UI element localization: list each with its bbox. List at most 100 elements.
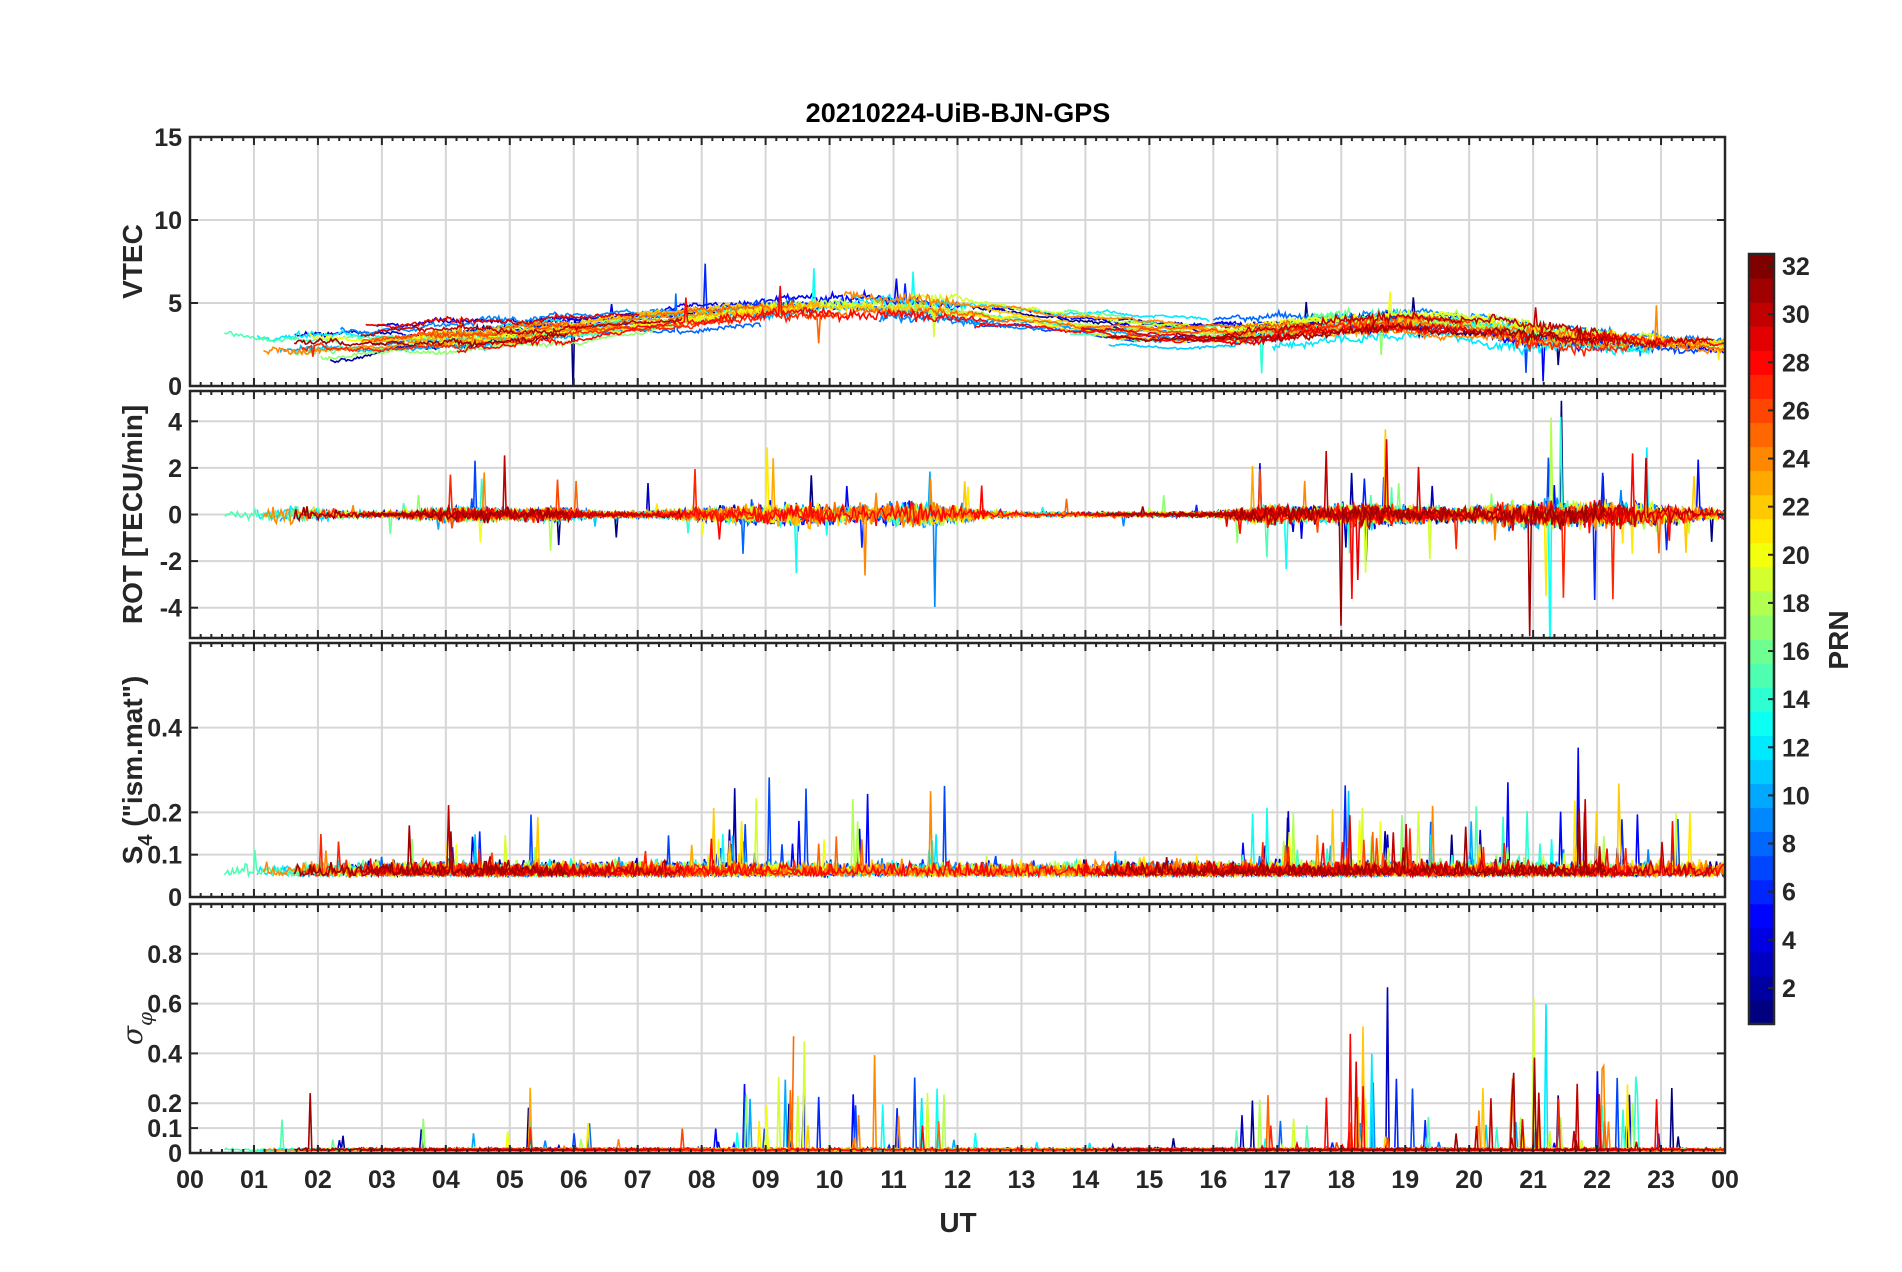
colorbar-segment [1749, 711, 1774, 736]
colorbar-tick-label: 2 [1782, 975, 1796, 1003]
y-axis-label: σφ [116, 1012, 157, 1045]
colorbar-segment [1749, 663, 1774, 688]
panel-rot: -4 -2 0 2 4 ROT [TECU/min] [117, 389, 1727, 640]
colorbar-tick-label: 30 [1782, 301, 1810, 329]
series-line-prn-31 [293, 506, 569, 524]
series-line-prn-29 [365, 312, 640, 330]
series-line-prn-21 [953, 486, 1247, 524]
colorbar-label: PRN [1823, 610, 1854, 669]
x-tick-label: 03 [368, 1166, 396, 1194]
series-line-prn-10 [279, 1079, 806, 1152]
series-line-prn-24 [843, 290, 1218, 332]
y-tick-label: 0 [168, 884, 182, 912]
chart-title: 20210224-UiB-BJN-GPS [806, 98, 1111, 128]
series-line-prn-19 [370, 1041, 818, 1152]
series-line-prn-26 [373, 317, 733, 343]
series-line-prn-28 [457, 1125, 989, 1152]
series-line-prn-14 [373, 478, 736, 534]
series-line-prn-29 [1081, 1061, 1635, 1152]
x-tick-label: 02 [304, 1166, 332, 1194]
x-tick-label: 05 [496, 1166, 524, 1194]
series-line-prn-7 [1346, 1077, 1706, 1152]
colorbar-segment [1749, 326, 1774, 351]
series-line-prn-3 [1161, 987, 1484, 1152]
x-tick-label: 19 [1391, 1166, 1419, 1194]
y-tick-label: 0.4 [147, 715, 182, 743]
series-line-prn-31 [1105, 321, 1605, 345]
y-tick-label: 5 [168, 290, 182, 318]
series-line-prn-28 [974, 1033, 1450, 1152]
colorbar-segment [1749, 374, 1774, 399]
y-tick-label: 0 [168, 1140, 182, 1168]
x-tick-label: 14 [1072, 1166, 1100, 1194]
colorbar-segment [1749, 278, 1774, 303]
x-tick-label: 22 [1583, 1166, 1611, 1194]
colorbar-tick-label: 20 [1782, 542, 1810, 570]
panel-vtec: 0 5 10 15 VTEC [117, 124, 1727, 401]
x-axis-label: UT [939, 1207, 976, 1238]
colorbar-segment [1749, 903, 1774, 929]
x-axis: UT 00 01 02 03 04 05 06 07 08 09 10 11 12 13 14 15 16 17 1… [176, 1166, 1739, 1238]
series-line-prn-26 [373, 479, 733, 529]
colorbar-segment [1749, 470, 1774, 496]
y-axis-label: ROT [TECU/min] [117, 405, 148, 624]
series-line-prn-26 [373, 1128, 732, 1152]
x-tick-label: 10 [816, 1166, 844, 1194]
colorbar-segment [1749, 855, 1774, 881]
colorbar-tick-label: 16 [1782, 638, 1810, 666]
series-line-prn-30 [360, 317, 683, 338]
y-tick-label: 15 [154, 124, 182, 152]
series-line-prn-31 [1105, 809, 1606, 879]
series-line-prn-31 [293, 332, 568, 349]
series-line-prn-29 [1080, 439, 1636, 581]
x-tick-label: 04 [432, 1166, 460, 1194]
series-line-prn-6 [1136, 472, 1681, 601]
panel-sigma_phi: 00.10.2 0.4 0.6 0.8 σφ [116, 902, 1727, 1168]
y-tick-label: 0 [168, 502, 182, 530]
colorbar-tick-label: 12 [1782, 734, 1810, 762]
x-tick-label: 18 [1327, 1166, 1355, 1194]
colorbar-tick-label: 10 [1782, 782, 1810, 810]
colorbar-segment [1749, 999, 1774, 1025]
series-group-s4 [223, 747, 1725, 879]
x-tick-label: 09 [752, 1166, 780, 1194]
x-tick-label: 06 [560, 1166, 588, 1194]
x-tick-label: 15 [1135, 1166, 1163, 1194]
series-line-prn-18 [409, 298, 985, 343]
series-line-prn-31 [1105, 500, 1606, 637]
series-line-prn-23 [360, 299, 821, 345]
colorbar-tick-label: 28 [1782, 349, 1810, 377]
series-line-prn-12 [850, 1097, 1210, 1152]
colorbar-segment [1749, 951, 1774, 977]
colorbar-tick-label: 4 [1782, 927, 1796, 955]
colorbar-segment [1749, 422, 1774, 448]
x-tick-label: 11 [880, 1166, 907, 1194]
series-line-prn-12 [256, 1120, 562, 1153]
colorbar-tick-label: 14 [1782, 686, 1810, 714]
colorbar-tick-label: 18 [1782, 590, 1810, 618]
series-line-prn-30 [359, 805, 683, 879]
series-line-prn-27 [301, 310, 835, 357]
colorbar-tick-label: 24 [1782, 446, 1810, 474]
x-tick-label: 17 [1263, 1166, 1291, 1194]
x-tick-label: 16 [1199, 1166, 1227, 1194]
y-tick-label: 2 [168, 455, 182, 483]
series-line-prn-1 [1417, 1087, 1725, 1153]
y-tick-label: 0.8 [147, 941, 182, 969]
colorbar-tick-label: 6 [1782, 879, 1796, 907]
series-line-prn-19 [909, 1092, 1450, 1152]
y-tick-label: 10 [154, 207, 182, 235]
panel-s4: 0 0.1 0.2 0.4S4 ("ism.mat") [117, 641, 1727, 912]
y-tick-label: 0.2 [147, 1090, 182, 1118]
x-tick-label: 12 [944, 1166, 972, 1194]
x-tick-label: 20 [1455, 1166, 1483, 1194]
series-line-prn-23 [1135, 1096, 1437, 1152]
y-tick-label: 0.1 [147, 842, 182, 870]
colorbar-segment [1749, 759, 1774, 784]
x-tick-label: 01 [240, 1166, 268, 1194]
x-tick-label: 08 [688, 1166, 716, 1194]
colorbar-segment [1749, 807, 1774, 833]
y-tick-label: 0.1 [147, 1115, 182, 1143]
